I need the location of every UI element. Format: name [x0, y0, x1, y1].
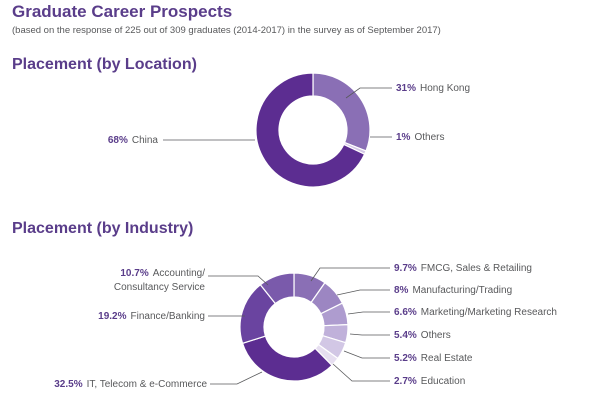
label-text: Others [414, 132, 444, 143]
industry-slice-accounting-consultancy-service [259, 272, 295, 305]
industry-label-accounting-consultancy-service: 10.7% Accounting/ [120, 268, 205, 279]
label-text: Education [421, 376, 465, 387]
label-percent: 10.7% [120, 268, 148, 279]
industry-label-accounting-consultancy-service-line2: Consultancy Service [114, 282, 206, 293]
label-text: FMCG, Sales & Retailing [421, 263, 532, 274]
label-percent: 5.4% [394, 330, 417, 341]
industry-leader-line-manufacturing-trading [336, 289, 390, 296]
label-percent: 9.7% [394, 263, 417, 274]
label-percent: 19.2% [98, 311, 126, 322]
location-label-others: 1% Others [396, 132, 444, 143]
location-label-china: 68% China [108, 135, 159, 146]
label-percent: 6.6% [394, 307, 417, 318]
industry-leader-line-accounting-consultancy-service [208, 275, 269, 286]
page-title: Graduate Career Prospects [12, 2, 233, 21]
label-text: China [132, 135, 159, 146]
industry-leader-line-others [349, 333, 390, 336]
label-percent: 68% [108, 135, 128, 146]
label-text: Accounting/ [153, 268, 205, 279]
industry-donut-chart: 32.5% IT, Telecom & e-Commerce 19.2% Financ… [54, 263, 557, 390]
industry-leader-line-education [332, 363, 390, 382]
location-label-hong-kong: 31% Hong Kong [396, 83, 470, 94]
location-slice-hong-kong [312, 72, 371, 152]
industry-label-education: 2.7% Education [394, 376, 465, 387]
industry-leader-line-it-telecom-e-commerce [210, 371, 263, 385]
industry-leader-line-real-estate [343, 350, 390, 359]
label-text: Others [421, 330, 451, 341]
industry-slice-it-telecom-e-commerce [241, 335, 333, 382]
label-percent: 8% [394, 285, 409, 296]
label-text: Marketing/Marketing Research [421, 307, 557, 318]
label-percent: 1% [396, 132, 411, 143]
label-text: Real Estate [421, 353, 473, 364]
location-chart-title: Placement (by Location) [12, 56, 197, 73]
industry-label-real-estate: 5.2% Real Estate [394, 353, 473, 364]
label-percent: 2.7% [394, 376, 417, 387]
label-text: Manufacturing/Trading [412, 285, 512, 296]
location-donut-chart: 68% China 31% Hong Kong 1% Others [108, 72, 470, 188]
industry-leader-line-marketing-marketing-research [347, 311, 390, 315]
label-text: IT, Telecom & e-Commerce [87, 379, 208, 390]
label-percent: 32.5% [54, 379, 82, 390]
industry-label-manufacturing-trading: 8% Manufacturing/Trading [394, 285, 512, 296]
industry-label-finance-banking: 19.2% Finance/Banking [98, 311, 205, 322]
industry-chart-title: Placement (by Industry) [12, 220, 194, 237]
location-slice-china [255, 72, 366, 188]
industry-label-marketing-marketing-research: 6.6% Marketing/Marketing Research [394, 307, 557, 318]
industry-label-others: 5.4% Others [394, 330, 451, 341]
label-percent: 5.2% [394, 353, 417, 364]
location-leader-line-hong-kong [345, 87, 392, 99]
industry-label-fmcg-sales-retailing: 9.7% FMCG, Sales & Retailing [394, 263, 532, 274]
label-percent: 31% [396, 83, 416, 94]
industry-leader-line-fmcg-sales-retailing [310, 267, 390, 282]
industry-label-it-telecom-e-commerce: 32.5% IT, Telecom & e-Commerce [54, 379, 207, 390]
page-subtitle: (based on the response of 225 out of 309… [12, 25, 441, 36]
label-text: Hong Kong [420, 83, 470, 94]
label-text: Finance/Banking [131, 311, 206, 322]
